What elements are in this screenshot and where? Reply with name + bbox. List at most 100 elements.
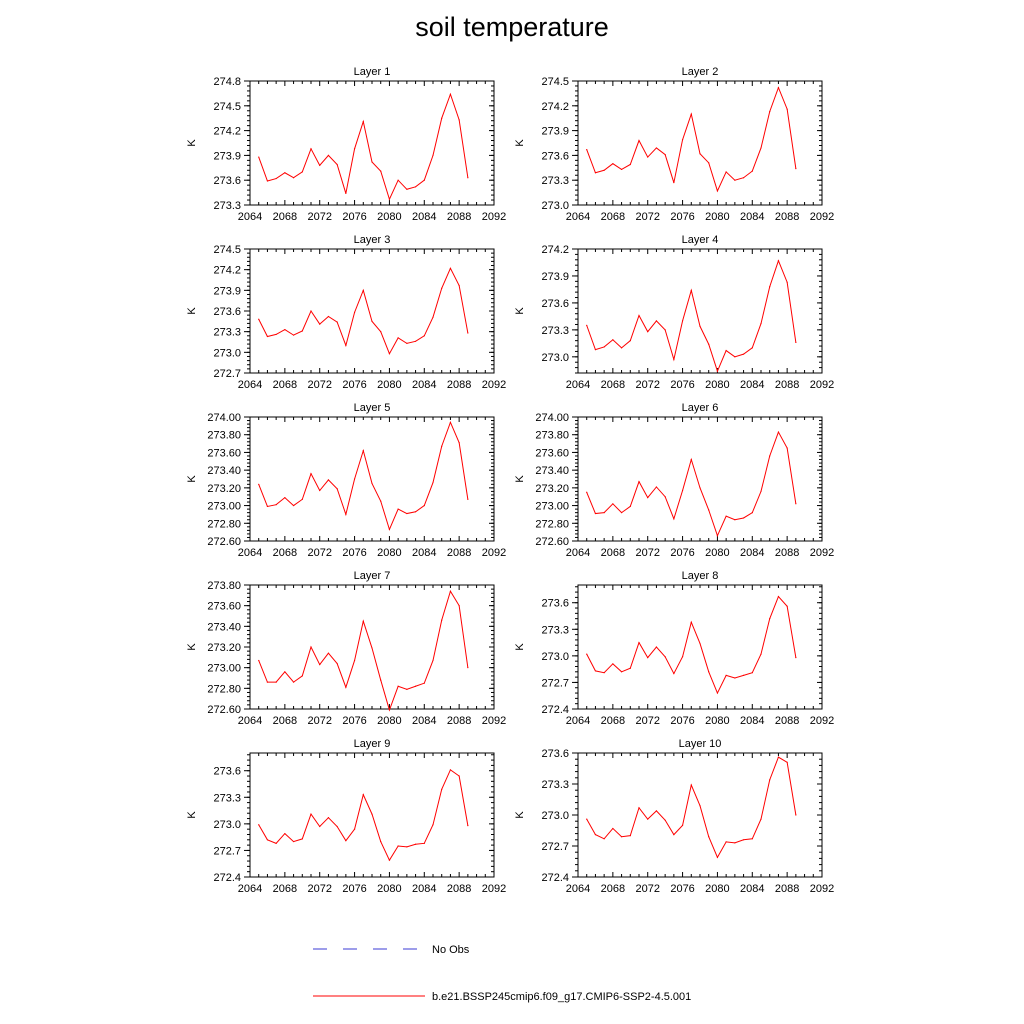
data-point	[380, 679, 382, 681]
y-axis-label: K	[514, 811, 526, 819]
data-point	[647, 818, 649, 820]
y-tick-label: 272.60	[207, 536, 241, 548]
panel-4: Layer 4 K 2064 2068 2072 2076 2080 2084 2088 2092…	[514, 234, 834, 391]
y-tick-label: 273.0	[213, 819, 241, 831]
data-point	[275, 842, 277, 844]
x-tick-label: 2072	[635, 379, 659, 391]
data-point	[638, 807, 640, 809]
data-point	[406, 188, 408, 190]
x-tick-label: 2072	[307, 547, 331, 559]
data-point	[769, 779, 771, 781]
data-point	[345, 344, 347, 347]
data-point	[371, 647, 373, 649]
y-tick-label: 274.00	[207, 412, 241, 424]
data-point	[647, 497, 649, 499]
data-point	[786, 281, 788, 283]
x-tick-label: 2092	[482, 883, 506, 895]
data-point	[742, 839, 745, 841]
x-tick-label: 2080	[705, 883, 729, 895]
data-point	[414, 340, 417, 342]
x-tick-label: 2080	[377, 883, 401, 895]
series-line	[586, 430, 797, 538]
panel-title: Layer 8	[682, 570, 719, 582]
y-tick-label: 272.7	[213, 368, 241, 380]
x-tick-label: 2092	[482, 211, 506, 223]
data-point	[699, 805, 701, 807]
data-point	[699, 642, 701, 645]
x-tick-label: 2084	[412, 379, 436, 391]
x-tick-label: 2084	[412, 883, 436, 895]
plot-frame	[249, 248, 495, 374]
data-point	[371, 161, 373, 163]
data-point	[353, 478, 356, 480]
data-point	[716, 370, 719, 372]
data-point	[760, 818, 762, 820]
data-point	[292, 334, 295, 336]
data-point	[397, 179, 399, 181]
data-point	[258, 824, 260, 826]
plot-frame	[249, 80, 495, 206]
data-point	[664, 153, 666, 156]
data-point	[655, 646, 658, 648]
data-point	[664, 496, 666, 498]
data-point	[388, 528, 391, 531]
data-point	[603, 838, 605, 840]
data-point	[612, 503, 614, 505]
x-tick-label: 2080	[705, 211, 729, 223]
data-point	[629, 163, 631, 166]
panel-1: Layer 1 K 2064 2068 2072 2076 2080 2084 2088 2092…	[186, 66, 506, 223]
data-point	[266, 180, 269, 182]
data-point	[432, 481, 434, 484]
data-point	[319, 164, 321, 166]
data-point	[594, 834, 597, 836]
data-point	[673, 518, 675, 520]
y-tick-label: 273.6	[213, 175, 241, 187]
data-point	[777, 260, 780, 262]
data-point	[319, 825, 321, 828]
series-line	[586, 756, 797, 859]
x-tick-label: 2092	[810, 883, 834, 895]
data-point	[414, 511, 417, 513]
data-point	[345, 192, 347, 195]
data-point	[327, 315, 330, 318]
data-point	[292, 504, 295, 507]
x-tick-label: 2076	[670, 883, 694, 895]
data-point	[467, 177, 469, 179]
data-point	[301, 171, 303, 173]
y-tick-label: 273.40	[207, 465, 241, 477]
x-tick-label: 2092	[810, 211, 834, 223]
panel-10: Layer 10 K 2064 2068 2072 2076 2080 2084 2088 209…	[514, 738, 834, 895]
data-point	[414, 685, 417, 687]
y-axis-label: K	[514, 643, 526, 651]
x-tick-label: 2088	[775, 211, 799, 223]
data-point	[734, 519, 736, 521]
y-tick-label: 273.9	[213, 285, 241, 297]
data-point	[371, 320, 373, 322]
data-point	[467, 667, 469, 669]
data-point	[777, 431, 780, 433]
data-point	[699, 153, 701, 155]
y-tick-label: 273.40	[535, 465, 569, 477]
series-line	[258, 769, 469, 862]
y-tick-label: 273.40	[207, 621, 241, 633]
data-point	[467, 332, 469, 334]
data-point	[594, 512, 597, 515]
data-point	[388, 353, 391, 355]
data-point	[690, 784, 692, 786]
data-point	[423, 179, 425, 181]
y-tick-label: 272.60	[207, 704, 241, 716]
x-tick-label: 2088	[447, 547, 471, 559]
y-tick-label: 273.3	[213, 327, 241, 339]
data-point	[664, 656, 666, 658]
x-tick-label: 2076	[342, 211, 366, 223]
data-point	[655, 810, 658, 812]
data-point	[638, 314, 640, 317]
y-tick-label: 273.0	[541, 651, 569, 663]
series-line	[258, 420, 469, 531]
data-point	[362, 450, 364, 452]
data-point	[397, 337, 399, 339]
data-point	[362, 289, 364, 291]
data-point	[414, 843, 417, 845]
data-point	[467, 498, 469, 500]
data-point	[380, 331, 382, 333]
